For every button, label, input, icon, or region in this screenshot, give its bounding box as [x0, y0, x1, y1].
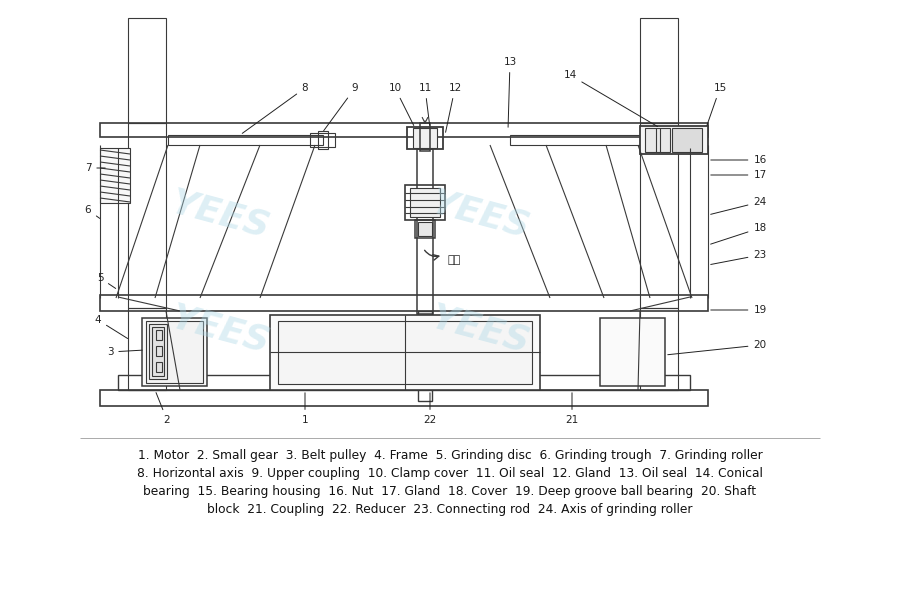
Bar — [600, 318, 665, 386]
Text: 22: 22 — [423, 393, 436, 425]
Text: 9: 9 — [324, 83, 358, 131]
Bar — [142, 318, 207, 386]
Bar — [418, 311, 432, 401]
Text: 5: 5 — [96, 273, 116, 289]
Text: 1. Motor  2. Small gear  3. Belt pulley  4. Frame  5. Grinding disc  6. Grinding: 1. Motor 2. Small gear 3. Belt pulley 4.… — [138, 449, 762, 461]
Bar — [128, 18, 166, 123]
Bar — [100, 295, 708, 311]
Text: 13: 13 — [503, 57, 517, 127]
Bar — [278, 321, 532, 384]
Text: 15: 15 — [706, 83, 726, 125]
Text: 18: 18 — [711, 223, 767, 244]
Bar — [318, 131, 328, 149]
Text: 21: 21 — [565, 393, 579, 425]
Bar — [100, 123, 708, 137]
Text: 12: 12 — [446, 83, 462, 132]
Bar — [149, 324, 167, 379]
Bar — [100, 148, 130, 203]
Text: YEES: YEES — [427, 185, 534, 245]
Bar — [640, 126, 708, 154]
Bar — [672, 128, 702, 152]
Bar — [270, 315, 540, 390]
Text: 1: 1 — [302, 393, 309, 425]
Bar — [146, 321, 203, 383]
Bar — [156, 330, 162, 340]
Text: 16: 16 — [711, 155, 767, 165]
Text: 11: 11 — [418, 83, 432, 125]
Text: 7: 7 — [85, 163, 105, 173]
Bar — [420, 123, 430, 151]
Text: 3: 3 — [107, 347, 142, 357]
Bar — [407, 127, 443, 149]
Text: 10: 10 — [389, 83, 414, 125]
Text: 4: 4 — [94, 315, 128, 338]
Text: 转向: 转向 — [447, 255, 460, 265]
Text: 24: 24 — [711, 197, 767, 214]
Text: 19: 19 — [711, 305, 767, 315]
Bar — [118, 375, 690, 390]
Bar — [168, 135, 323, 145]
Text: block  21. Coupling  22. Reducer  23. Connecting rod  24. Axis of grinding rolle: block 21. Coupling 22. Reducer 23. Conne… — [207, 503, 693, 515]
Text: YEES: YEES — [166, 301, 274, 359]
Text: YEES: YEES — [427, 301, 534, 359]
Text: 23: 23 — [711, 250, 767, 265]
Text: 8: 8 — [242, 83, 309, 133]
Text: 8. Horizontal axis  9. Upper coupling  10. Clamp cover  11. Oil seal  12. Gland : 8. Horizontal axis 9. Upper coupling 10.… — [137, 467, 763, 479]
Text: 6: 6 — [85, 205, 100, 218]
Bar — [405, 185, 445, 220]
Text: YEES: YEES — [166, 185, 274, 245]
Bar — [152, 327, 164, 376]
Text: 20: 20 — [668, 340, 767, 355]
Bar — [128, 123, 166, 308]
Bar — [510, 135, 640, 145]
Bar — [410, 188, 440, 217]
Bar — [156, 346, 162, 356]
Bar — [128, 308, 166, 390]
Text: 2: 2 — [156, 392, 170, 425]
Text: 14: 14 — [563, 70, 658, 127]
Bar — [418, 222, 432, 236]
Bar — [415, 220, 435, 238]
Text: 17: 17 — [711, 170, 767, 180]
Bar — [413, 128, 437, 148]
Bar — [640, 308, 678, 390]
Text: bearing  15. Bearing housing  16. Nut  17. Gland  18. Cover  19. Deep groove bal: bearing 15. Bearing housing 16. Nut 17. … — [143, 485, 757, 497]
Bar — [100, 390, 708, 406]
Bar — [640, 123, 678, 308]
Bar — [310, 133, 335, 147]
Bar — [156, 362, 162, 372]
Bar — [640, 18, 678, 123]
Bar — [417, 149, 433, 314]
Bar — [645, 128, 670, 152]
